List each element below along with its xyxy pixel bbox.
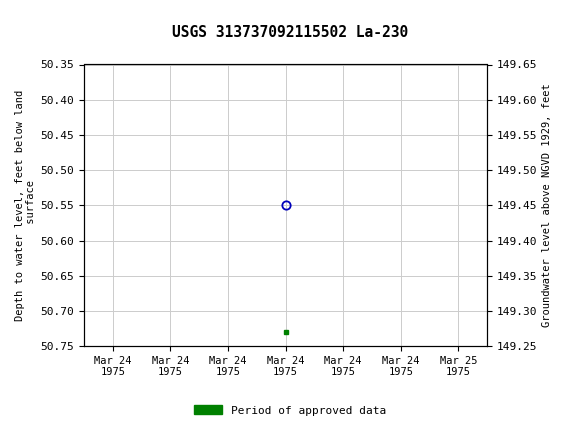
- Legend: Period of approved data: Period of approved data: [190, 401, 390, 420]
- Text: USGS 313737092115502 La-230: USGS 313737092115502 La-230: [172, 25, 408, 40]
- Text: ≈: ≈: [6, 8, 24, 28]
- Text: USGS: USGS: [26, 9, 81, 27]
- Y-axis label: Depth to water level, feet below land
 surface: Depth to water level, feet below land su…: [15, 90, 37, 321]
- Y-axis label: Groundwater level above NGVD 1929, feet: Groundwater level above NGVD 1929, feet: [542, 83, 552, 327]
